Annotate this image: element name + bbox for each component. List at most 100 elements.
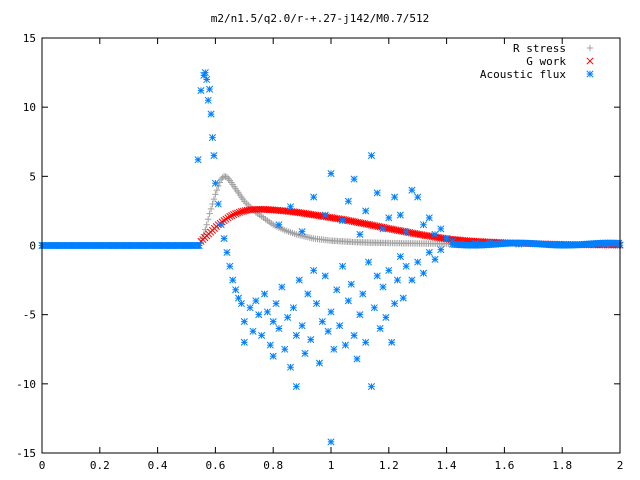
y-tick-label: 10 [23, 101, 36, 114]
point-r-stress [216, 179, 223, 186]
point-acoustic-flux [402, 262, 410, 270]
point-acoustic-flux [367, 152, 376, 160]
legend-marker [586, 57, 594, 65]
point-acoustic-flux [388, 338, 396, 346]
series-r-stress [197, 173, 479, 248]
point-acoustic-flux [379, 283, 387, 291]
point-acoustic-flux [347, 280, 355, 288]
point-acoustic-flux [310, 193, 318, 201]
point-acoustic-flux [373, 189, 381, 197]
legend-label: G work [526, 55, 566, 68]
point-r-stress [207, 205, 215, 213]
point-acoustic-flux [408, 276, 416, 284]
point-acoustic-flux [365, 258, 373, 266]
point-acoustic-flux [615, 239, 623, 247]
point-acoustic-flux [258, 331, 266, 339]
point-r-stress [209, 200, 216, 208]
plot-frame [41, 37, 621, 454]
point-acoustic-flux [344, 297, 352, 305]
point-acoustic-flux [275, 324, 283, 333]
point-acoustic-flux [362, 207, 370, 215]
point-acoustic-flux [210, 152, 218, 160]
point-acoustic-flux [315, 359, 323, 367]
point-acoustic-flux [304, 290, 312, 298]
point-acoustic-flux [330, 345, 338, 353]
point-r-stress [206, 210, 213, 217]
point-acoustic-flux [414, 193, 422, 201]
axis-ticks: 0 0.2 0.4 0.6 0.8 1 1.2 1.4 1.6 1.8 2 -15 -10 -5 0 5 10 1… [16, 32, 623, 472]
point-r-stress [213, 186, 221, 194]
point-r-stress [203, 221, 210, 228]
point-acoustic-flux [197, 87, 205, 95]
point-r-stress [217, 175, 225, 183]
y-tick-label: -5 [23, 309, 36, 322]
point-acoustic-flux [385, 214, 393, 222]
point-acoustic-flux [200, 71, 208, 79]
point-acoustic-flux [356, 311, 364, 319]
point-g-work [235, 208, 244, 216]
x-tick-label: 0 [39, 459, 46, 472]
point-acoustic-flux [402, 228, 410, 236]
point-acoustic-flux [350, 331, 358, 339]
point-acoustic-flux [292, 383, 300, 391]
point-acoustic-flux [206, 85, 214, 93]
point-acoustic-flux [339, 217, 347, 225]
point-acoustic-flux [292, 331, 300, 339]
point-acoustic-flux [431, 230, 439, 238]
legend-marker [586, 70, 594, 78]
x-tick-label: 1 [328, 459, 335, 472]
point-acoustic-flux [414, 258, 422, 266]
point-g-work [226, 212, 234, 221]
point-acoustic-flux [333, 286, 341, 294]
point-acoustic-flux [344, 197, 352, 205]
y-tick-label: 5 [29, 170, 36, 183]
point-acoustic-flux [431, 255, 439, 263]
point-acoustic-flux [195, 241, 203, 250]
point-g-work [228, 211, 236, 220]
point-acoustic-flux [301, 349, 309, 357]
point-acoustic-flux [321, 272, 329, 280]
point-acoustic-flux [275, 221, 283, 229]
legend-marker [586, 44, 594, 52]
x-tick-label: 1.2 [379, 459, 399, 472]
point-acoustic-flux [350, 175, 358, 183]
point-acoustic-flux [229, 276, 237, 284]
point-acoustic-flux [260, 290, 269, 298]
point-acoustic-flux [425, 248, 433, 256]
point-acoustic-flux [443, 235, 451, 243]
point-r-stress [212, 191, 219, 198]
point-acoustic-flux [373, 272, 381, 280]
point-acoustic-flux [194, 156, 202, 164]
point-g-work [234, 209, 242, 217]
point-acoustic-flux [327, 170, 335, 178]
point-g-work [232, 210, 240, 218]
point-acoustic-flux [226, 262, 234, 270]
x-tick-label: 1.6 [494, 459, 514, 472]
point-acoustic-flux [272, 300, 280, 308]
point-acoustic-flux [208, 134, 217, 142]
point-acoustic-flux [327, 438, 335, 446]
point-acoustic-flux [419, 269, 428, 277]
point-acoustic-flux [240, 318, 248, 326]
point-acoustic-flux [214, 200, 222, 208]
point-acoustic-flux [269, 352, 277, 360]
point-acoustic-flux [286, 203, 295, 211]
point-acoustic-flux [396, 253, 404, 261]
point-acoustic-flux [220, 235, 228, 243]
point-acoustic-flux [353, 355, 361, 363]
point-acoustic-flux [204, 96, 212, 104]
point-acoustic-flux [318, 318, 326, 326]
x-tick-label: 2 [617, 459, 624, 472]
point-acoustic-flux [223, 248, 231, 256]
point-acoustic-flux [359, 290, 367, 298]
point-acoustic-flux [263, 308, 271, 316]
point-acoustic-flux [327, 308, 335, 316]
point-acoustic-flux [201, 69, 209, 77]
point-acoustic-flux [232, 286, 240, 294]
point-acoustic-flux [382, 313, 390, 321]
point-acoustic-flux [437, 225, 445, 233]
point-acoustic-flux [437, 246, 445, 254]
point-acoustic-flux [266, 341, 274, 349]
